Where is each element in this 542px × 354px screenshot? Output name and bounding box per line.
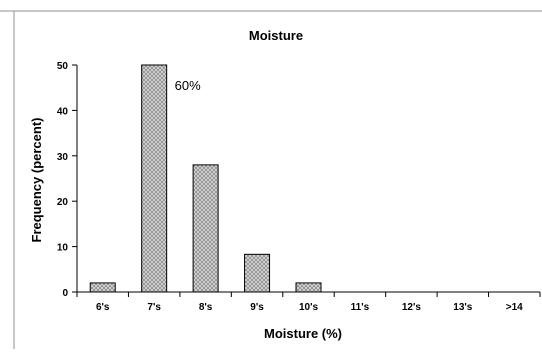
y-tick-label-30: 30 (57, 152, 69, 163)
y-tick-label-40: 40 (57, 106, 69, 117)
chart-title: Moisture (249, 28, 303, 43)
x-tick-label-6s: 6's (96, 302, 110, 313)
bar-9s (244, 253, 271, 293)
x-tick-label-10s: 10's (299, 302, 319, 313)
axes-layer (72, 64, 541, 297)
annotation-label-0: 60% (175, 78, 201, 93)
x-tick-label-14: >14 (506, 302, 523, 313)
x-tick-label-7s: 7's (147, 302, 161, 313)
x-tick-label-8s: 8's (199, 302, 213, 313)
bar-6s (89, 282, 116, 293)
x-tick-label-11s: 11's (351, 302, 370, 313)
y-axis-title: Frequency (percent) (29, 118, 44, 243)
y-tick-label-50: 50 (57, 61, 69, 72)
y-tick-label-20: 20 (57, 197, 69, 208)
bar-8s (192, 164, 219, 293)
y-tick-label-10: 10 (57, 243, 69, 254)
y-tick-label-0: 0 (62, 288, 68, 299)
x-tick-label-12s: 12's (402, 302, 422, 313)
bar-10s (295, 282, 322, 293)
x-axis-title: Moisture (%) (264, 326, 342, 341)
x-tick-label-13s: 13's (453, 302, 473, 313)
x-tick-label-9s: 9's (250, 302, 264, 313)
bar-7s (141, 64, 168, 293)
labels-layer: 0 10 20 30 40 50 6's 7's 8's 9's 10's 11's 12's 13's >… (57, 61, 523, 313)
bars-layer (89, 64, 322, 293)
